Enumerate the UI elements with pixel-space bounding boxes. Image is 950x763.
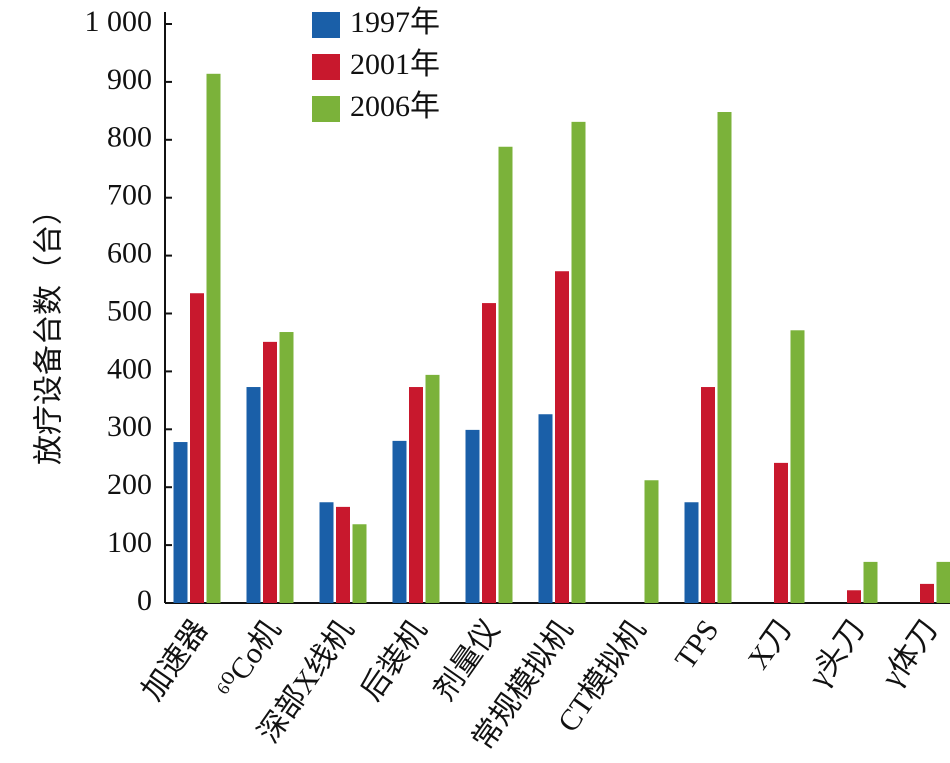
bar <box>263 341 277 603</box>
y-tick-label: 0 <box>137 584 152 617</box>
y-tick-label: 100 <box>107 526 152 559</box>
x-tick-label: X刀 <box>742 614 799 675</box>
y-tick-label: 200 <box>107 468 152 501</box>
y-tick-label: 600 <box>107 236 152 269</box>
y-tick-label: 800 <box>107 121 152 154</box>
x-tick-label: γ体刀 <box>875 614 945 694</box>
y-tick-label: 500 <box>107 294 152 327</box>
bar <box>206 73 221 603</box>
bar <box>425 374 440 603</box>
bar <box>409 387 423 603</box>
bar <box>336 506 350 603</box>
bar <box>279 332 294 603</box>
x-tick-label: 加速器 <box>136 614 215 707</box>
x-tick-label: 后装机 <box>355 614 434 707</box>
legend-label: 2001年 <box>350 48 440 81</box>
bar <box>246 387 261 603</box>
bar <box>392 440 407 603</box>
bar <box>644 480 659 603</box>
legend-swatch <box>312 12 340 38</box>
bar <box>498 146 513 604</box>
bar <box>920 583 934 603</box>
bar <box>555 271 569 603</box>
bar <box>774 462 788 603</box>
bar <box>701 387 715 603</box>
x-tick-label: 剂量仪 <box>428 614 507 707</box>
bar <box>571 121 586 603</box>
legend-swatch <box>312 54 340 80</box>
bar <box>190 293 204 603</box>
y-tick-label: 1 000 <box>85 5 153 38</box>
y-tick-label: 300 <box>107 410 152 443</box>
bar <box>465 429 480 603</box>
legend-label: 2006年 <box>350 90 440 123</box>
x-tick-label: γ头刀 <box>802 614 872 694</box>
y-tick-label: 700 <box>107 179 152 212</box>
x-tick-label: TPS <box>669 614 726 675</box>
bar <box>173 442 188 603</box>
bar <box>352 524 367 603</box>
y-axis-title: 放疗设备台数（台） <box>32 195 67 465</box>
bar <box>717 112 732 604</box>
legend-label: 1997年 <box>350 6 440 39</box>
legend-swatch <box>312 96 340 122</box>
bar <box>319 502 334 603</box>
bar <box>847 590 861 603</box>
bar <box>684 502 699 603</box>
y-tick-label: 400 <box>107 352 152 385</box>
bar <box>482 303 496 603</box>
bar <box>863 561 878 603</box>
bar <box>538 414 553 603</box>
bar <box>790 330 805 603</box>
x-tick-label: ⁶⁰Co机 <box>210 614 287 705</box>
bar <box>936 561 950 603</box>
y-tick-label: 900 <box>107 63 152 96</box>
